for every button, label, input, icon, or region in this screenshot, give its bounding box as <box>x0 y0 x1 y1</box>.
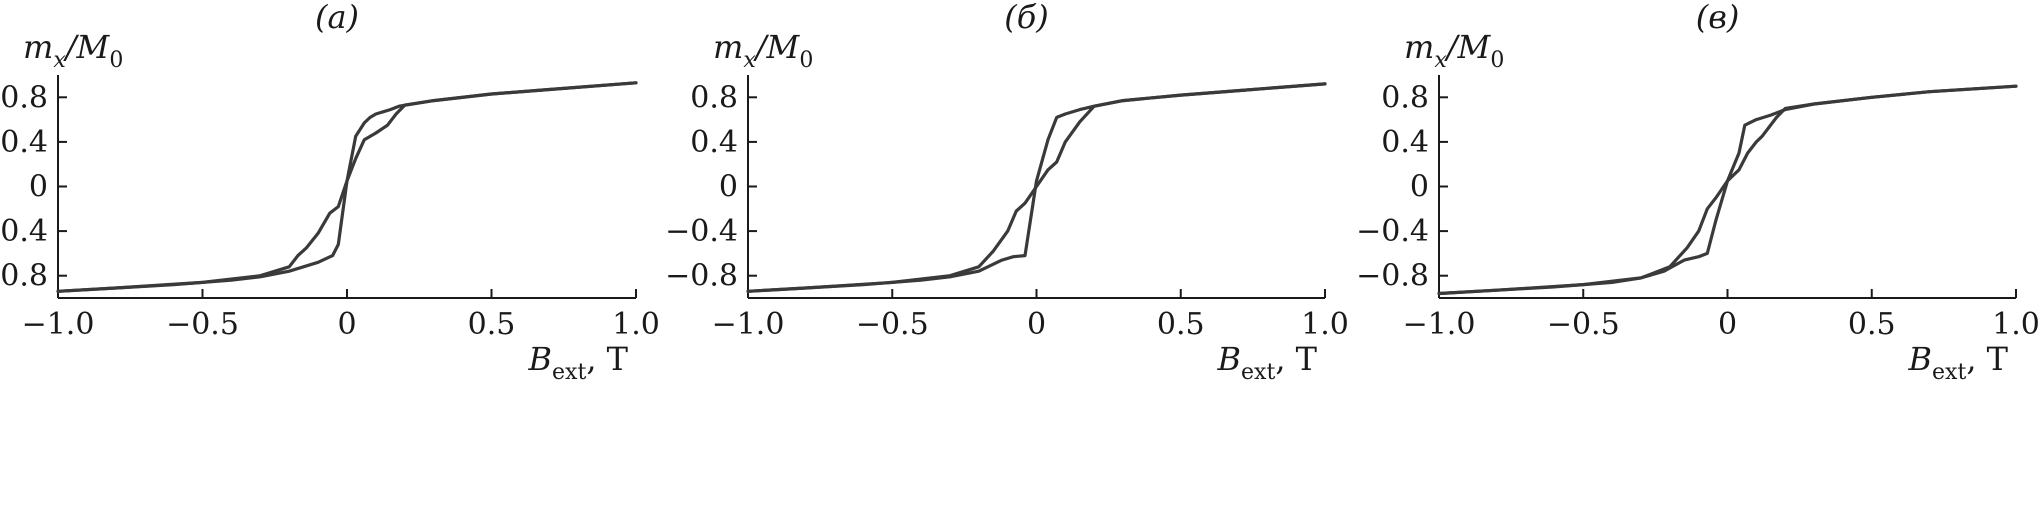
x-tick-label: −0.5 <box>1547 307 1620 342</box>
x-tick-label: −1.0 <box>1403 307 1476 342</box>
x-tick-label: 0.5 <box>468 307 516 342</box>
y-tick-label: −0.4 <box>1356 214 1429 249</box>
y-tick-label: 0.4 <box>1381 125 1429 160</box>
y-tick-label: 0.4 <box>0 125 48 160</box>
x-tick-label: 1.0 <box>612 307 660 342</box>
y-tick-label: 0 <box>719 170 738 205</box>
hysteresis-branch-descending <box>746 82 1327 293</box>
y-tick-label: −0.8 <box>0 259 48 294</box>
x-tick-label: 1.0 <box>1301 307 1349 342</box>
x-axis-label: Bext, T <box>1908 340 2009 385</box>
x-axis-label: Bext, T <box>1217 340 1318 385</box>
chart-panel-a: −0.8 −0.4 0 0.4 0.8 −1.0 −0.5 0 0.5 1.0 (а) mx/M0 Be… <box>0 0 660 385</box>
y-tick-label: 0.8 <box>690 80 738 115</box>
x-tick-label: −0.5 <box>166 307 239 342</box>
chart-panel-b: −0.8 −0.4 0 0.4 0.8 −1.0 −0.5 0 0.5 1.0 (б) mx/M0 Be… <box>665 0 1349 385</box>
y-tick-label: −0.4 <box>665 214 738 249</box>
y-tick-label: −0.8 <box>1356 259 1429 294</box>
x-tick-label: 0 <box>337 307 356 342</box>
hysteresis-branch-descending <box>1437 84 2018 296</box>
x-tick-label: 0 <box>1718 307 1737 342</box>
y-tick-label: 0 <box>29 170 48 205</box>
y-tick-label: −0.4 <box>0 214 48 249</box>
y-tick-label: 0.8 <box>0 80 48 115</box>
x-axis-label: Bext, T <box>528 340 629 385</box>
x-tick-label: 1.0 <box>1992 307 2040 342</box>
hysteresis-branch-ascending <box>1437 84 2018 296</box>
panel-label-c: (в) <box>1696 0 1740 36</box>
y-axis-label: mx/M0 <box>713 28 813 73</box>
hysteresis-branch-descending <box>56 81 638 293</box>
y-tick-label: −0.8 <box>665 259 738 294</box>
y-tick-label: 0.8 <box>1381 80 1429 115</box>
hysteresis-branch-ascending <box>56 81 638 293</box>
y-tick-label: 0 <box>1410 170 1429 205</box>
x-tick-label: −0.5 <box>856 307 929 342</box>
panel-label-a: (а) <box>315 0 359 36</box>
y-axis-label: mx/M0 <box>23 28 123 73</box>
x-tick-label: 0.5 <box>1848 307 1896 342</box>
chart-panel-c: −0.8 −0.4 0 0.4 0.8 −1.0 −0.5 0 0.5 1.0 (в) mx/M0 Be… <box>1356 0 2040 385</box>
x-tick-label: 0 <box>1027 307 1046 342</box>
x-tick-label: −1.0 <box>22 307 95 342</box>
x-tick-label: −1.0 <box>712 307 785 342</box>
panel-label-b: (б) <box>1004 0 1049 36</box>
y-tick-label: 0.4 <box>690 125 738 160</box>
y-axis-label: mx/M0 <box>1404 28 1504 73</box>
x-tick-label: 0.5 <box>1157 307 1205 342</box>
